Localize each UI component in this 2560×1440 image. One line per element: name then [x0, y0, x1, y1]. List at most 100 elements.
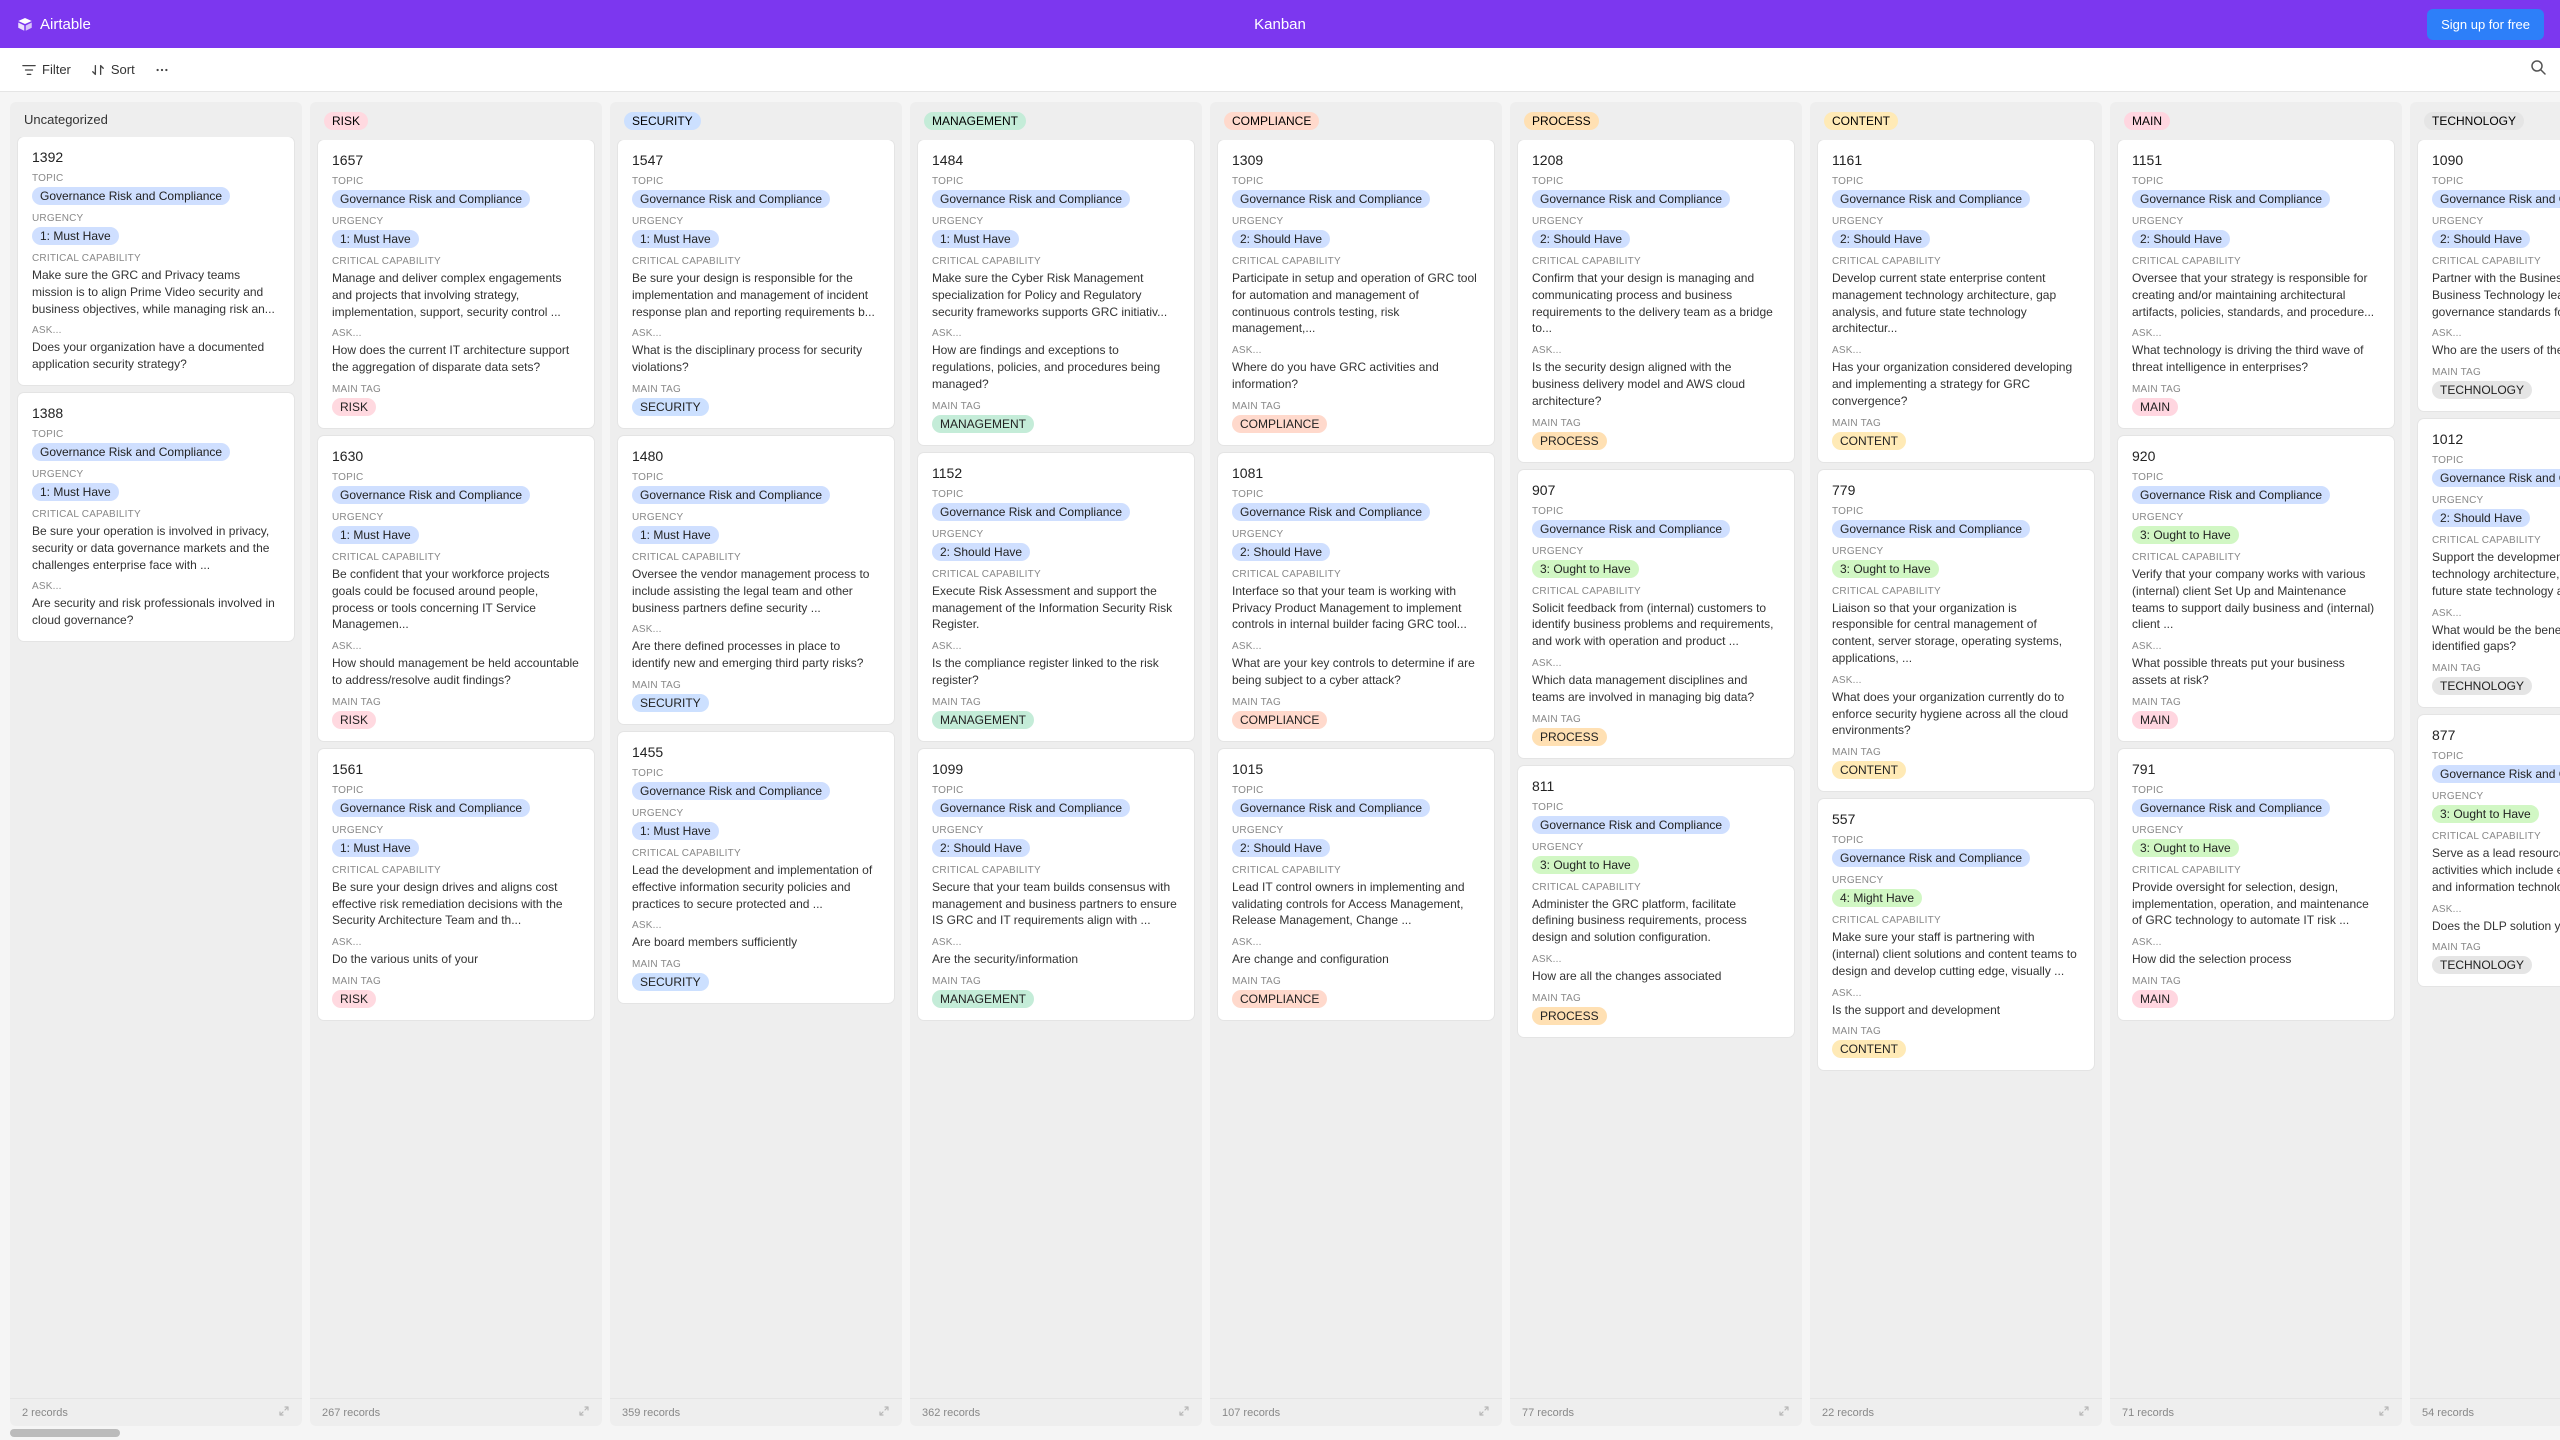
kanban-card[interactable]: 1151TOPICGovernance Risk and ComplianceU…	[2118, 140, 2394, 428]
field-label: MAIN TAG	[1832, 747, 2080, 758]
column-header[interactable]: CONTENT	[1810, 102, 2102, 140]
kanban-card[interactable]: 1208TOPICGovernance Risk and ComplianceU…	[1518, 140, 1794, 462]
column-cards[interactable]: 1151TOPICGovernance Risk and ComplianceU…	[2110, 140, 2402, 1398]
field-label: URGENCY	[2132, 825, 2380, 836]
field-label: URGENCY	[932, 825, 1180, 836]
capability-text: Partner with the Business Process Leads …	[2432, 270, 2560, 320]
card-title: 1657	[332, 152, 580, 168]
kanban-card[interactable]: 1392TOPICGovernance Risk and ComplianceU…	[18, 137, 294, 385]
more-button[interactable]	[147, 57, 177, 83]
field-label: TOPIC	[932, 176, 1180, 187]
kanban-card[interactable]: 779TOPICGovernance Risk and ComplianceUR…	[1818, 470, 2094, 792]
kanban-card[interactable]: 1657TOPICGovernance Risk and ComplianceU…	[318, 140, 594, 428]
capability-text: Lead the development and implementation …	[632, 862, 880, 912]
search-button[interactable]	[2530, 59, 2546, 80]
column-cards[interactable]: 1208TOPICGovernance Risk and ComplianceU…	[1510, 140, 1802, 1398]
expand-column-icon[interactable]	[1478, 1405, 1490, 1420]
kanban-board[interactable]: Uncategorized1392TOPICGovernance Risk an…	[0, 92, 2560, 1426]
column-cards[interactable]: 1547TOPICGovernance Risk and ComplianceU…	[610, 140, 902, 1398]
column-footer: 77 records	[1510, 1398, 1802, 1426]
column-cards[interactable]: 1484TOPICGovernance Risk and ComplianceU…	[910, 140, 1202, 1398]
column-header[interactable]: COMPLIANCE	[1210, 102, 1502, 140]
expand-column-icon[interactable]	[1778, 1405, 1790, 1420]
kanban-card[interactable]: 1012TOPICGovernance Risk and ComplianceU…	[2418, 419, 2560, 707]
kanban-card[interactable]: 1388TOPICGovernance Risk and ComplianceU…	[18, 393, 294, 641]
column-cards[interactable]: 1309TOPICGovernance Risk and ComplianceU…	[1210, 140, 1502, 1398]
card-title: 1012	[2432, 431, 2560, 447]
signup-button[interactable]: Sign up for free	[2427, 9, 2544, 40]
column-header[interactable]: PROCESS	[1510, 102, 1802, 140]
field-label: MAIN TAG	[1532, 993, 1780, 1004]
field-label: TOPIC	[1532, 506, 1780, 517]
kanban-card[interactable]: 1484TOPICGovernance Risk and ComplianceU…	[918, 140, 1194, 445]
column-header[interactable]: MAIN	[2110, 102, 2402, 140]
column-cards[interactable]: 1392TOPICGovernance Risk and ComplianceU…	[10, 137, 302, 1398]
card-title: 557	[1832, 811, 2080, 827]
column-footer: 54 records	[2410, 1398, 2560, 1426]
field-label: MAIN TAG	[332, 697, 580, 708]
field-label: CRITICAL CAPABILITY	[1832, 915, 2080, 926]
field-label: URGENCY	[632, 512, 880, 523]
expand-column-icon[interactable]	[2378, 1405, 2390, 1420]
horizontal-scroll-thumb[interactable]	[10, 1429, 120, 1437]
column-cards[interactable]: 1657TOPICGovernance Risk and ComplianceU…	[310, 140, 602, 1398]
main-tag-pill: SECURITY	[632, 973, 709, 991]
field-label: MAIN TAG	[2132, 697, 2380, 708]
kanban-card[interactable]: 1152TOPICGovernance Risk and ComplianceU…	[918, 453, 1194, 741]
field-label: CRITICAL CAPABILITY	[2432, 256, 2560, 267]
card-title: 1630	[332, 448, 580, 464]
column-footer: 362 records	[910, 1398, 1202, 1426]
expand-column-icon[interactable]	[2078, 1405, 2090, 1420]
capability-text: Lead IT control owners in implementing a…	[1232, 879, 1480, 929]
expand-column-icon[interactable]	[1178, 1405, 1190, 1420]
urgency-pill: 3: Ought to Have	[2432, 805, 2539, 823]
capability-text: Interface so that your team is working w…	[1232, 583, 1480, 633]
main-tag-pill: COMPLIANCE	[1232, 415, 1327, 433]
kanban-card[interactable]: 1309TOPICGovernance Risk and ComplianceU…	[1218, 140, 1494, 445]
kanban-card[interactable]: 1480TOPICGovernance Risk and ComplianceU…	[618, 436, 894, 724]
topic-pill: Governance Risk and Compliance	[332, 190, 530, 208]
kanban-card[interactable]: 1455TOPICGovernance Risk and ComplianceU…	[618, 732, 894, 1003]
expand-column-icon[interactable]	[578, 1405, 590, 1420]
urgency-pill: 2: Should Have	[2432, 230, 2530, 248]
kanban-card[interactable]: 907TOPICGovernance Risk and ComplianceUR…	[1518, 470, 1794, 758]
column-header[interactable]: TECHNOLOGY	[2410, 102, 2560, 140]
urgency-pill: 1: Must Have	[932, 230, 1019, 248]
kanban-card[interactable]: 811TOPICGovernance Risk and ComplianceUR…	[1518, 766, 1794, 1037]
kanban-card[interactable]: 791TOPICGovernance Risk and ComplianceUR…	[2118, 749, 2394, 1020]
column-header[interactable]: Uncategorized	[10, 102, 302, 137]
expand-column-icon[interactable]	[278, 1405, 290, 1420]
kanban-card[interactable]: 1547TOPICGovernance Risk and ComplianceU…	[618, 140, 894, 428]
product-logo[interactable]: Airtable	[16, 15, 91, 33]
kanban-card[interactable]: 1630TOPICGovernance Risk and ComplianceU…	[318, 436, 594, 741]
ask-text: Who are the users of the tool or technol…	[2432, 342, 2560, 359]
column-cards[interactable]: 1161TOPICGovernance Risk and ComplianceU…	[1810, 140, 2102, 1398]
capability-text: Participate in setup and operation of GR…	[1232, 270, 1480, 337]
ask-text: What possible threats put your business …	[2132, 655, 2380, 689]
kanban-card[interactable]: 1015TOPICGovernance Risk and ComplianceU…	[1218, 749, 1494, 1020]
kanban-card[interactable]: 557TOPICGovernance Risk and ComplianceUR…	[1818, 799, 2094, 1070]
kanban-card[interactable]: 1081TOPICGovernance Risk and ComplianceU…	[1218, 453, 1494, 741]
capability-text: Be sure your design drives and aligns co…	[332, 879, 580, 929]
column-header[interactable]: RISK	[310, 102, 602, 140]
urgency-pill: 2: Should Have	[1232, 839, 1330, 857]
column-cards[interactable]: 1090TOPICGovernance Risk and ComplianceU…	[2410, 140, 2560, 1398]
column-header[interactable]: SECURITY	[610, 102, 902, 140]
kanban-card[interactable]: 920TOPICGovernance Risk and ComplianceUR…	[2118, 436, 2394, 741]
column-header[interactable]: MANAGEMENT	[910, 102, 1202, 140]
urgency-pill: 3: Ought to Have	[2132, 839, 2239, 857]
records-count: 71 records	[2122, 1407, 2174, 1419]
sort-button[interactable]: Sort	[83, 56, 143, 83]
topic-pill: Governance Risk and Compliance	[632, 782, 830, 800]
kanban-column: PROCESS1208TOPICGovernance Risk and Comp…	[1510, 102, 1802, 1426]
expand-column-icon[interactable]	[878, 1405, 890, 1420]
kanban-card[interactable]: 1099TOPICGovernance Risk and ComplianceU…	[918, 749, 1194, 1020]
card-title: 877	[2432, 727, 2560, 743]
field-label: MAIN TAG	[1232, 976, 1480, 987]
kanban-card[interactable]: 1161TOPICGovernance Risk and ComplianceU…	[1818, 140, 2094, 462]
ask-text: Where do you have GRC activities and inf…	[1232, 359, 1480, 393]
kanban-card[interactable]: 1561TOPICGovernance Risk and ComplianceU…	[318, 749, 594, 1020]
filter-button[interactable]: Filter	[14, 56, 79, 83]
kanban-card[interactable]: 877TOPICGovernance Risk and ComplianceUR…	[2418, 715, 2560, 986]
kanban-card[interactable]: 1090TOPICGovernance Risk and ComplianceU…	[2418, 140, 2560, 411]
